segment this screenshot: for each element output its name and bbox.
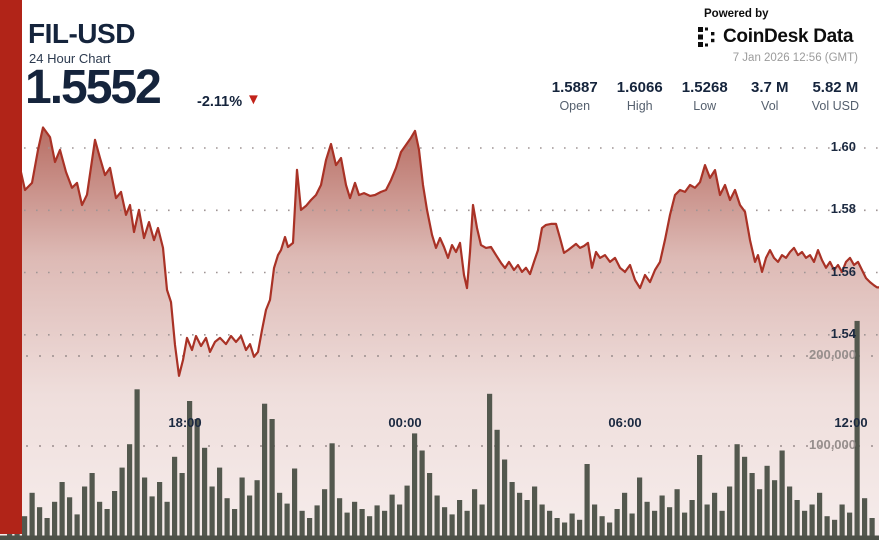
x-axis-time-label: 12:00 (834, 415, 868, 430)
stat-value: 5.82 M (812, 79, 859, 96)
price-area-fill (0, 127, 879, 540)
y-axis-volume-label: 100,000 (809, 437, 856, 452)
brand-name: CoinDesk Data (723, 26, 854, 47)
stat-label: Low (693, 99, 717, 113)
x-axis-time-label: 06:00 (608, 415, 642, 430)
left-accent-bar (0, 0, 22, 534)
price-line (0, 126, 879, 377)
stat-value: 3.7 M (750, 79, 789, 96)
stat-label: High (626, 99, 653, 113)
y-axis-price-label: 1.60 (830, 139, 856, 154)
stat-vol-usd: 5.82 M Vol USD (812, 79, 859, 113)
price-gridlines (0, 147, 879, 336)
chart-subtitle: 24 Hour Chart (29, 51, 111, 66)
chart-timestamp: 7 Jan 2026 12:56 (GMT) (732, 52, 858, 64)
x-axis-time-label: 18:00 (168, 415, 202, 430)
coindesk-data-link[interactable]: CoinDesk Data (698, 26, 854, 48)
current-price: 1.5552 (25, 61, 162, 114)
coindesk-logo-icon (698, 26, 718, 48)
y-axis-price-label: 1.54 (830, 325, 856, 341)
volume-bars (7, 320, 875, 540)
y-axis-price-label: 1.56 (830, 263, 856, 279)
chart-baseline (0, 535, 879, 540)
stat-label: Vol USD (811, 99, 859, 113)
y-axis-volume-label: 200,000 (809, 347, 856, 362)
x-axis-time-label: 00:00 (388, 415, 422, 430)
stat-value: 1.6066 (616, 79, 663, 96)
price-down-arrow-icon: ▼ (246, 91, 261, 108)
stat-label: Vol (761, 99, 779, 113)
stat-high: 1.6066 High (617, 79, 663, 113)
y-axis-price-label: 1.58 (830, 201, 856, 217)
stat-low: 1.5268 Low (682, 79, 728, 113)
price-change-percent: -2.11% (197, 94, 243, 110)
powered-by-label: Powered by (704, 8, 769, 20)
stat-label: Open (559, 99, 591, 113)
stat-vol: 3.7 M Vol (747, 79, 793, 113)
stat-value: 1.5268 (681, 79, 728, 96)
stat-value: 1.5887 (551, 79, 598, 96)
stats-row: 1.5887 Open 1.6066 High 1.5268 Low 3.7 M… (552, 79, 859, 113)
symbol-title: FIL-USD (28, 18, 135, 49)
stat-open: 1.5887 Open (552, 79, 598, 113)
